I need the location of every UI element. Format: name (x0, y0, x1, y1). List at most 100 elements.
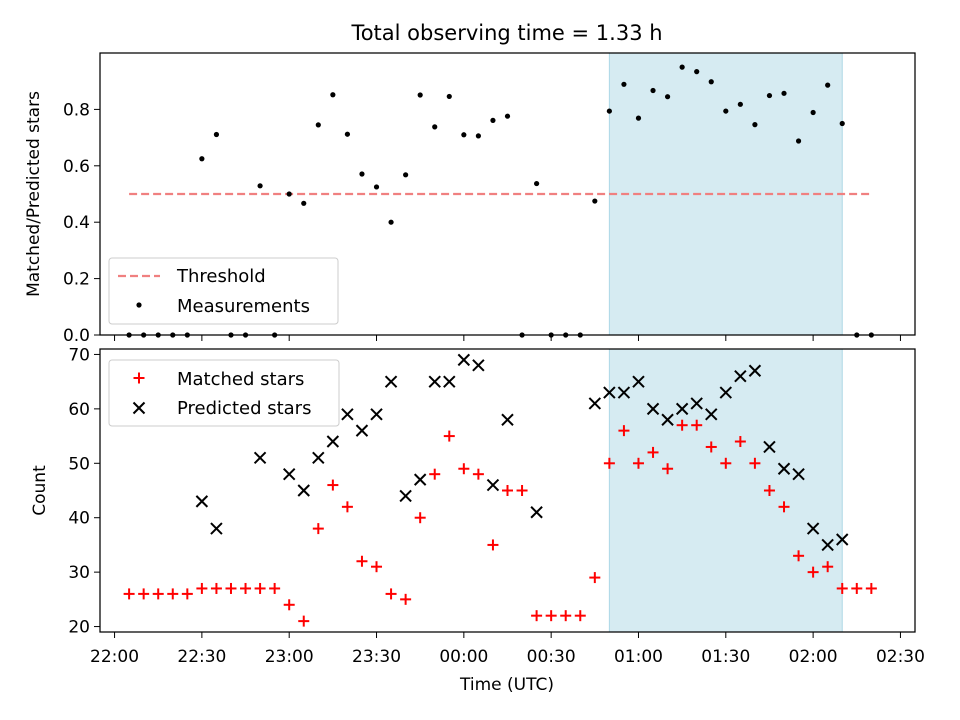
matched-point (225, 583, 236, 594)
predicted-point (356, 425, 367, 436)
matched-point (531, 610, 542, 621)
legend-predicted-label: Predicted stars (177, 398, 311, 419)
measurement-point (825, 83, 830, 88)
predicted-point (284, 469, 295, 480)
measurement-point (476, 133, 481, 138)
bottom-x-axis-label: Time (UTC) (459, 675, 554, 695)
legend-measurements-swatch (136, 302, 141, 307)
matched-point (167, 588, 178, 599)
matched-point (284, 599, 295, 610)
measurement-point (345, 132, 350, 137)
matched-point (313, 523, 324, 534)
predicted-point (531, 507, 542, 518)
matched-point (458, 463, 469, 474)
predicted-point (211, 523, 222, 534)
measurement-point (694, 69, 699, 74)
figure: Total observing time = 1.33 h 0.00.20.40… (0, 0, 960, 720)
bottom-x-tick-label: 23:30 (352, 647, 401, 667)
bottom-y-tick-label: 70 (68, 345, 90, 365)
predicted-point (429, 376, 440, 387)
measurement-point (738, 102, 743, 107)
top-panel: 0.00.20.40.60.8 Matched/Predicted stars … (24, 53, 915, 346)
measurement-point (840, 121, 845, 126)
matched-point (124, 588, 135, 599)
bottom-x-tick-label: 02:30 (876, 647, 925, 667)
measurement-point (214, 132, 219, 137)
bottom-x-tick-label: 00:00 (439, 647, 488, 667)
top-y-ticks: 0.0 0.2 0.4 0.6 0.8 (63, 100, 100, 346)
matched-point (327, 480, 338, 491)
predicted-point (313, 452, 324, 463)
bottom-x-tick-label: 22:30 (177, 647, 226, 667)
bottom-x-tick-label: 01:00 (614, 647, 663, 667)
measurement-point (359, 171, 364, 176)
measurement-point (781, 91, 786, 96)
figure-title: Total observing time = 1.33 h (350, 21, 662, 45)
predicted-point (327, 436, 338, 447)
measurement-point (767, 93, 772, 98)
top-y-tick-label: 0.8 (63, 100, 90, 120)
predicted-point (342, 409, 353, 420)
predicted-point (255, 452, 266, 463)
predicted-point (196, 496, 207, 507)
measurement-point (199, 156, 204, 161)
measurement-point (461, 132, 466, 137)
matched-point (546, 610, 557, 621)
top-y-tick-label: 0.2 (63, 270, 90, 290)
predicted-point (386, 376, 397, 387)
legend-measurements-label: Measurements (177, 296, 310, 317)
top-y-tick-label: 0.0 (63, 326, 90, 346)
measurement-point (723, 108, 728, 113)
measurement-point (592, 198, 597, 203)
matched-point (517, 485, 528, 496)
matched-point (153, 588, 164, 599)
matched-point (342, 501, 353, 512)
legend-threshold-label: Threshold (176, 266, 266, 287)
bottom-y-tick-label: 30 (68, 563, 90, 583)
bottom-y-tick-label: 50 (68, 454, 90, 474)
predicted-point (502, 414, 513, 425)
bottom-x-tick-label: 22:00 (90, 647, 139, 667)
predicted-point (444, 376, 455, 387)
measurement-point (447, 94, 452, 99)
matched-point (138, 588, 149, 599)
matched-point (429, 469, 440, 480)
predicted-point (458, 354, 469, 365)
matched-point (502, 485, 513, 496)
predicted-point (371, 409, 382, 420)
predicted-point (415, 474, 426, 485)
measurement-point (680, 65, 685, 70)
matched-point (298, 616, 309, 627)
measurement-point (403, 172, 408, 177)
matched-point (589, 572, 600, 583)
matched-point (851, 583, 862, 594)
top-y-axis-label: Matched/Predicted stars (24, 91, 44, 297)
measurement-point (534, 181, 539, 186)
matched-point (211, 583, 222, 594)
bottom-x-tick-label: 00:30 (527, 647, 576, 667)
predicted-point (487, 480, 498, 491)
measurement-point (301, 201, 306, 206)
legend-matched-label: Matched stars (177, 369, 304, 390)
bottom-y-tick-label: 60 (68, 400, 90, 420)
matched-point (473, 469, 484, 480)
measurement-point (796, 138, 801, 143)
measurement-point (709, 79, 714, 84)
measurement-point (257, 183, 262, 188)
bottom-y-tick-label: 40 (68, 509, 90, 529)
bottom-y-ticks: 203040506070 (68, 345, 100, 637)
measurement-point (636, 116, 641, 121)
measurement-point (432, 124, 437, 129)
predicted-point (589, 398, 600, 409)
predicted-point (400, 490, 411, 501)
matched-point (269, 583, 280, 594)
matched-point (866, 583, 877, 594)
predicted-point (473, 360, 484, 371)
measurement-point (621, 82, 626, 87)
matched-point (560, 610, 571, 621)
matched-point (371, 561, 382, 572)
measurement-point (811, 110, 816, 115)
top-legend: Threshold Measurements (109, 258, 338, 324)
matched-point (400, 594, 411, 605)
matched-point (182, 588, 193, 599)
